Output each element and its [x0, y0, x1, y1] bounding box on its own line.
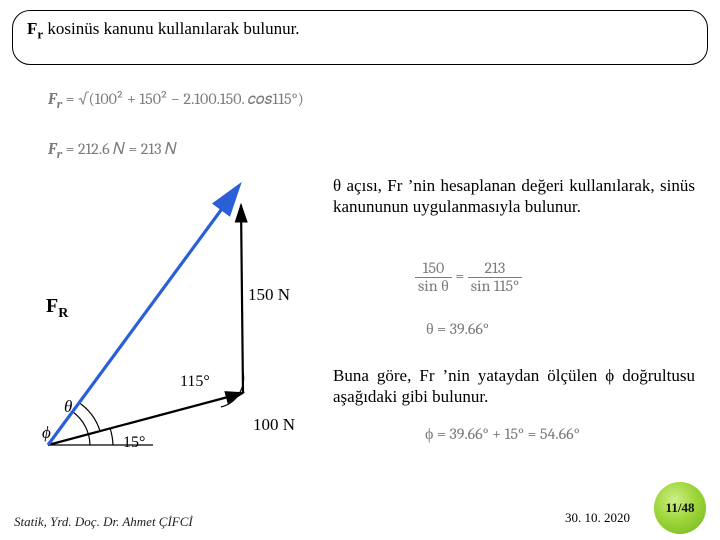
title-f: F [27, 19, 37, 38]
paragraph-1: θ açısı, Fr ’nin hesaplanan değeri kulla… [333, 175, 695, 218]
label-115: 115° [180, 373, 210, 391]
equation-2: Fr = 212.6 𝑁 = 213 𝑁 [48, 140, 177, 161]
eq2-eq: = [62, 140, 78, 158]
eq2-lhs: F [48, 140, 57, 158]
equation-3: 150sin θ = 213sin 115° [415, 260, 522, 295]
eq2-rhs: 212.6 𝑁 = 213 𝑁 [78, 140, 177, 158]
paragraph-2: Buna göre, Fr ’nin yataydan ölçülen ϕ do… [333, 365, 695, 408]
eq3-mid: = [455, 267, 467, 285]
eq3-den2: sin 115° [468, 278, 522, 295]
eq3-num2: 213 [468, 260, 522, 278]
eq3-den1: sin θ [415, 278, 452, 295]
eq1-lhs: F [48, 90, 57, 108]
equation-1: Fr = √(100² + 150² − 2.100.150. 𝑐𝑜𝑠115°) [48, 90, 304, 111]
equation-4: θ = 39.66° [426, 320, 489, 339]
footer-author: Statik, Yrd. Doç. Dr. Ahmet ÇİFCİ [14, 514, 193, 530]
label-theta: θ [64, 397, 72, 417]
fr-sub: R [58, 306, 68, 321]
eq3-num1: 150 [415, 260, 452, 278]
title-text: Fr kosinüs kanunu kullanılarak bulunur. [27, 19, 693, 42]
label-fr: FR [46, 295, 68, 322]
label-150n: 150 N [248, 285, 290, 305]
title-frame: Fr kosinüs kanunu kullanılarak bulunur. [12, 10, 708, 65]
page-badge: 11/48 [654, 482, 706, 534]
eq1-rhs: √(100² + 150² − 2.100.150. 𝑐𝑜𝑠115°) [78, 90, 304, 108]
fr-f: F [46, 295, 58, 317]
page-number: 11/48 [666, 500, 695, 516]
vector-diagram: FR 150 N 100 N 115° 15° θ ϕ [28, 175, 318, 465]
label-phi: ϕ [42, 423, 51, 443]
label-15: 15° [123, 434, 145, 452]
footer-date: 30. 10. 2020 [565, 510, 630, 526]
eq1-eq: = [62, 90, 78, 108]
label-100n: 100 N [253, 415, 295, 435]
title-rest: kosinüs kanunu kullanılarak bulunur. [43, 19, 299, 38]
equation-5: ϕ = 39.66° + 15° = 54.66° [425, 425, 580, 444]
